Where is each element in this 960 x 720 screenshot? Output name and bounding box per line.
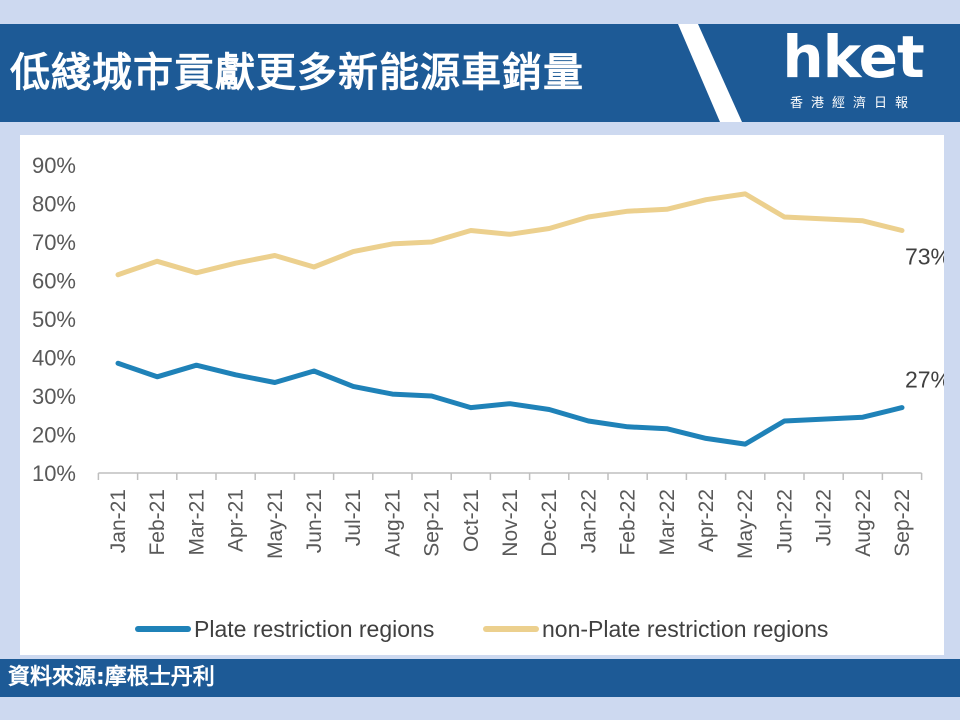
chart-legend: Plate restriction regions non-Plate restr…: [135, 616, 828, 642]
axes: [97, 472, 923, 480]
series-end-label: 27%: [905, 367, 944, 393]
x-tick-label: Aug-22: [852, 489, 875, 557]
x-tick-label: Sep-22: [891, 489, 914, 557]
series-lines: [115, 191, 905, 447]
series-line: [115, 360, 905, 447]
x-tick-label: Jun-21: [303, 489, 326, 553]
series-end-labels: 27% 73%: [905, 243, 944, 392]
x-tick-label: Apr-22: [695, 489, 718, 552]
x-tick-label: Apr-21: [225, 489, 248, 552]
source-note: 資料來源:摩根士丹利: [8, 665, 215, 690]
y-tick-label: 70%: [32, 230, 76, 255]
x-tick-label: Nov-21: [499, 489, 522, 557]
legend-label: non-Plate restriction regions: [542, 616, 828, 642]
y-tick-label: 80%: [32, 192, 76, 217]
x-tick-label: Jan-22: [577, 489, 600, 553]
x-tick-label: Jan-21: [107, 489, 130, 553]
chart-panel: 90% 80% 70% 60% 50% 40% 30% 20% 10% Jan-21 Feb-21…: [20, 135, 944, 655]
x-tick-label: Jun-22: [773, 489, 796, 553]
x-tick-label: Feb-22: [617, 489, 640, 556]
x-tick-label: Dec-21: [538, 489, 561, 557]
hket-logo: hket: [782, 23, 924, 91]
y-tick-label: 10%: [32, 461, 76, 486]
x-axis-tick-labels: Jan-21 Feb-21 Mar-21 Apr-21 May-21 Jun-21 Jul-…: [107, 489, 914, 559]
x-tick-label: Mar-22: [656, 489, 679, 556]
x-tick-label: Sep-21: [421, 489, 444, 557]
y-axis-tick-labels: 90% 80% 70% 60% 50% 40% 30% 20% 10%: [32, 153, 76, 486]
footer-bar: 資料來源:摩根士丹利: [0, 659, 960, 697]
page-title: 低綫城市貢獻更多新能源車銷量: [10, 50, 584, 96]
legend-label: Plate restriction regions: [194, 616, 434, 642]
hket-logo-subtitle: 香港經濟日報: [789, 96, 916, 111]
y-tick-label: 50%: [32, 307, 76, 332]
y-tick-label: 40%: [32, 346, 76, 371]
y-tick-label: 20%: [32, 423, 76, 448]
y-tick-label: 60%: [32, 269, 76, 294]
series-line: [115, 191, 905, 278]
x-tick-label: Aug-21: [381, 489, 404, 557]
line-chart: 90% 80% 70% 60% 50% 40% 30% 20% 10% Jan-21 Feb-21…: [32, 153, 944, 642]
x-tick-label: Jul-22: [813, 489, 836, 546]
x-tick-label: Feb-21: [146, 489, 169, 556]
x-tick-label: May-22: [734, 489, 757, 559]
x-tick-label: Jul-21: [342, 489, 365, 546]
x-tick-label: Mar-21: [185, 489, 208, 556]
x-tick-label: May-21: [264, 489, 287, 559]
y-tick-label: 90%: [32, 153, 76, 178]
y-tick-label: 30%: [32, 384, 76, 409]
x-tick-label: Oct-21: [460, 489, 483, 552]
series-end-label: 73%: [905, 243, 944, 269]
logo-background: [678, 24, 960, 122]
